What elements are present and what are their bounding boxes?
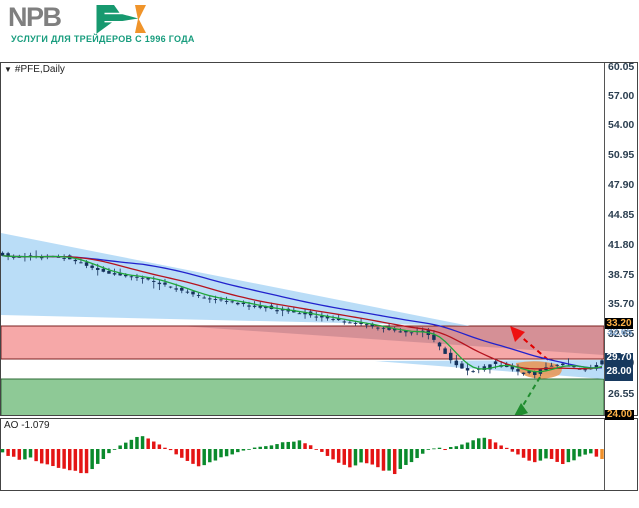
svg-text:NPB: NPB [8,2,62,32]
